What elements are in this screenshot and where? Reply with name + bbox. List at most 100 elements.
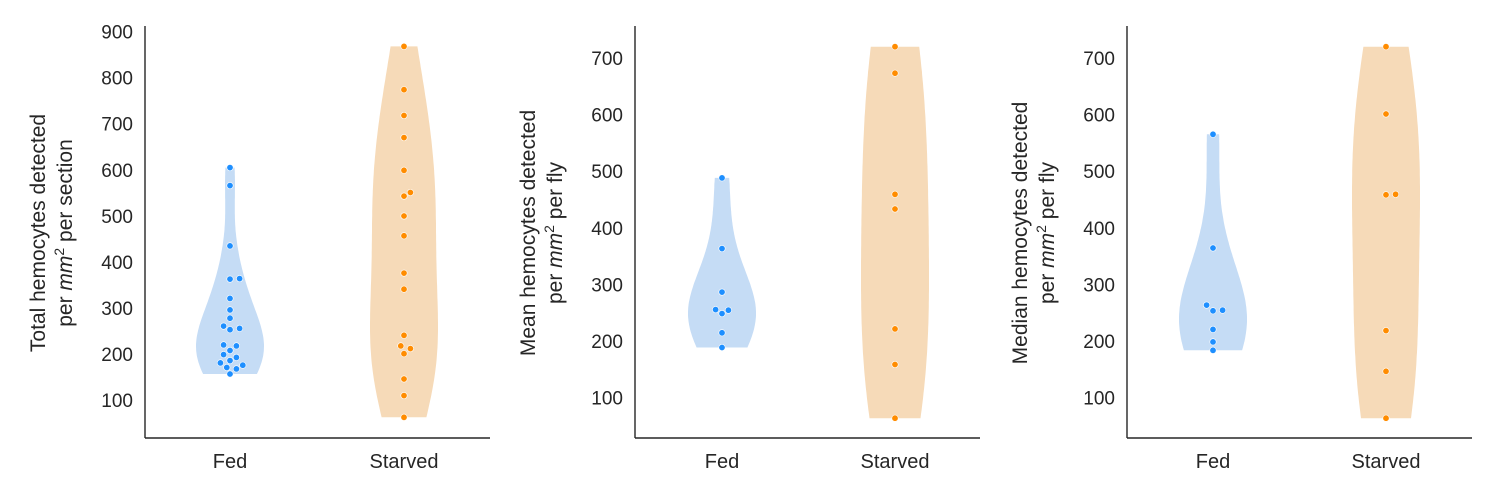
data-point-fed bbox=[1209, 325, 1217, 333]
y-tick-label: 200 bbox=[101, 345, 133, 366]
data-point-starved bbox=[400, 392, 408, 400]
data-point-fed bbox=[226, 346, 234, 354]
data-point-fed bbox=[226, 294, 234, 302]
data-point-fed bbox=[718, 343, 726, 351]
data-point-starved bbox=[400, 331, 408, 339]
y-tick-label: 500 bbox=[591, 162, 623, 183]
data-point-starved bbox=[1382, 191, 1390, 199]
y-tick-label: 200 bbox=[1083, 332, 1115, 353]
y-axis-title-line-2: per mm2 per fly bbox=[541, 162, 567, 305]
data-point-fed bbox=[232, 353, 240, 361]
data-point-fed bbox=[1209, 346, 1217, 354]
data-point-starved bbox=[400, 192, 408, 200]
data-point-starved bbox=[400, 212, 408, 220]
data-point-fed bbox=[1209, 338, 1217, 346]
data-point-fed bbox=[220, 341, 228, 349]
y-tick-label: 300 bbox=[591, 275, 623, 296]
data-point-starved bbox=[1382, 110, 1390, 118]
data-point-fed bbox=[239, 361, 247, 369]
y-axis-title: Mean hemocytes detected per mm2 per fly bbox=[517, 110, 567, 356]
y-axis-title-line-2: per mm2 per fly bbox=[1033, 162, 1059, 305]
y-tick-label: 600 bbox=[101, 161, 133, 182]
x-tick-label-fed: Fed bbox=[1196, 451, 1230, 473]
data-point-starved bbox=[891, 325, 899, 333]
y-tick-label: 100 bbox=[591, 388, 623, 409]
y-tick-label: 100 bbox=[1083, 388, 1115, 409]
panel-3: 100 200 300 400 500 600 700 Fed Starved Median he… bbox=[1009, 26, 1472, 473]
y-tick-label: 400 bbox=[591, 219, 623, 240]
data-point-fed bbox=[236, 275, 244, 283]
x-tick-label-fed: Fed bbox=[213, 451, 247, 473]
data-point-fed bbox=[718, 288, 726, 296]
y-tick-label: 500 bbox=[1083, 162, 1115, 183]
data-point-starved bbox=[1392, 190, 1400, 198]
y-tick-label: 700 bbox=[1083, 49, 1115, 70]
y-tick-label: 700 bbox=[591, 49, 623, 70]
y-tick-label: 400 bbox=[101, 253, 133, 274]
data-point-starved bbox=[1382, 414, 1390, 422]
data-point-fed bbox=[232, 365, 240, 373]
data-point-fed bbox=[226, 164, 234, 172]
data-point-starved bbox=[400, 285, 408, 293]
data-point-starved bbox=[406, 345, 414, 353]
panel-1: 100 200 300 400 500 600 700 800 900 Fed Starved Tot… bbox=[27, 23, 490, 473]
data-point-starved bbox=[891, 43, 899, 51]
x-tick-label-starved: Starved bbox=[370, 451, 439, 473]
data-point-fed bbox=[226, 275, 234, 283]
data-point-starved bbox=[400, 269, 408, 277]
y-axis-title-line-2: per mm2 per section bbox=[51, 139, 77, 327]
data-point-starved bbox=[1382, 43, 1390, 51]
violin-fed bbox=[196, 167, 264, 374]
data-point-starved bbox=[1382, 367, 1390, 375]
data-point-starved bbox=[1382, 327, 1390, 335]
data-point-fed bbox=[226, 242, 234, 250]
data-point-fed bbox=[1203, 301, 1211, 309]
y-axis-title: Total hemocytes detected per mm2 per sect… bbox=[27, 114, 77, 352]
data-point-fed bbox=[724, 306, 732, 314]
y-tick-label: 300 bbox=[1083, 275, 1115, 296]
data-point-starved bbox=[891, 205, 899, 213]
data-point-fed bbox=[226, 326, 234, 334]
data-point-fed bbox=[1209, 130, 1217, 138]
x-tick-label-fed: Fed bbox=[705, 451, 739, 473]
y-tick-label: 900 bbox=[101, 23, 133, 44]
data-point-fed bbox=[220, 322, 228, 330]
data-point-starved bbox=[891, 414, 899, 422]
data-point-starved bbox=[891, 69, 899, 77]
data-point-starved bbox=[400, 86, 408, 94]
data-point-fed bbox=[226, 182, 234, 190]
data-point-fed bbox=[718, 329, 726, 337]
data-point-starved bbox=[400, 375, 408, 383]
y-tick-label: 700 bbox=[101, 115, 133, 136]
violin-starved bbox=[370, 46, 438, 418]
data-point-fed bbox=[718, 245, 726, 253]
y-axis-title-line-1: Mean hemocytes detected bbox=[517, 110, 540, 356]
data-point-fed bbox=[1209, 307, 1217, 315]
data-point-fed bbox=[236, 324, 244, 332]
y-tick-label: 200 bbox=[591, 332, 623, 353]
data-point-starved bbox=[400, 166, 408, 174]
data-point-starved bbox=[406, 189, 414, 197]
data-point-fed bbox=[223, 363, 231, 371]
y-tick-label: 400 bbox=[1083, 219, 1115, 240]
data-point-starved bbox=[400, 350, 408, 358]
data-point-starved bbox=[891, 360, 899, 368]
data-point-fed bbox=[718, 174, 726, 182]
data-point-fed bbox=[1209, 244, 1217, 252]
panel-2: 100 200 300 400 500 600 700 Fed Starved Mean hemo… bbox=[517, 26, 980, 473]
data-point-fed bbox=[232, 342, 240, 350]
x-tick-label-starved: Starved bbox=[1352, 451, 1421, 473]
violin-starved bbox=[861, 46, 929, 419]
data-point-starved bbox=[400, 112, 408, 120]
y-tick-label: 600 bbox=[591, 106, 623, 127]
y-tick-label: 600 bbox=[1083, 106, 1115, 127]
data-point-fed bbox=[216, 359, 224, 367]
data-point-starved bbox=[400, 232, 408, 240]
y-tick-label: 500 bbox=[101, 207, 133, 228]
data-point-fed bbox=[226, 314, 234, 322]
violin-fed bbox=[688, 177, 756, 348]
data-point-starved bbox=[400, 42, 408, 50]
violin-fed bbox=[1179, 134, 1247, 351]
y-axis-title-line-1: Total hemocytes detected bbox=[27, 114, 50, 352]
